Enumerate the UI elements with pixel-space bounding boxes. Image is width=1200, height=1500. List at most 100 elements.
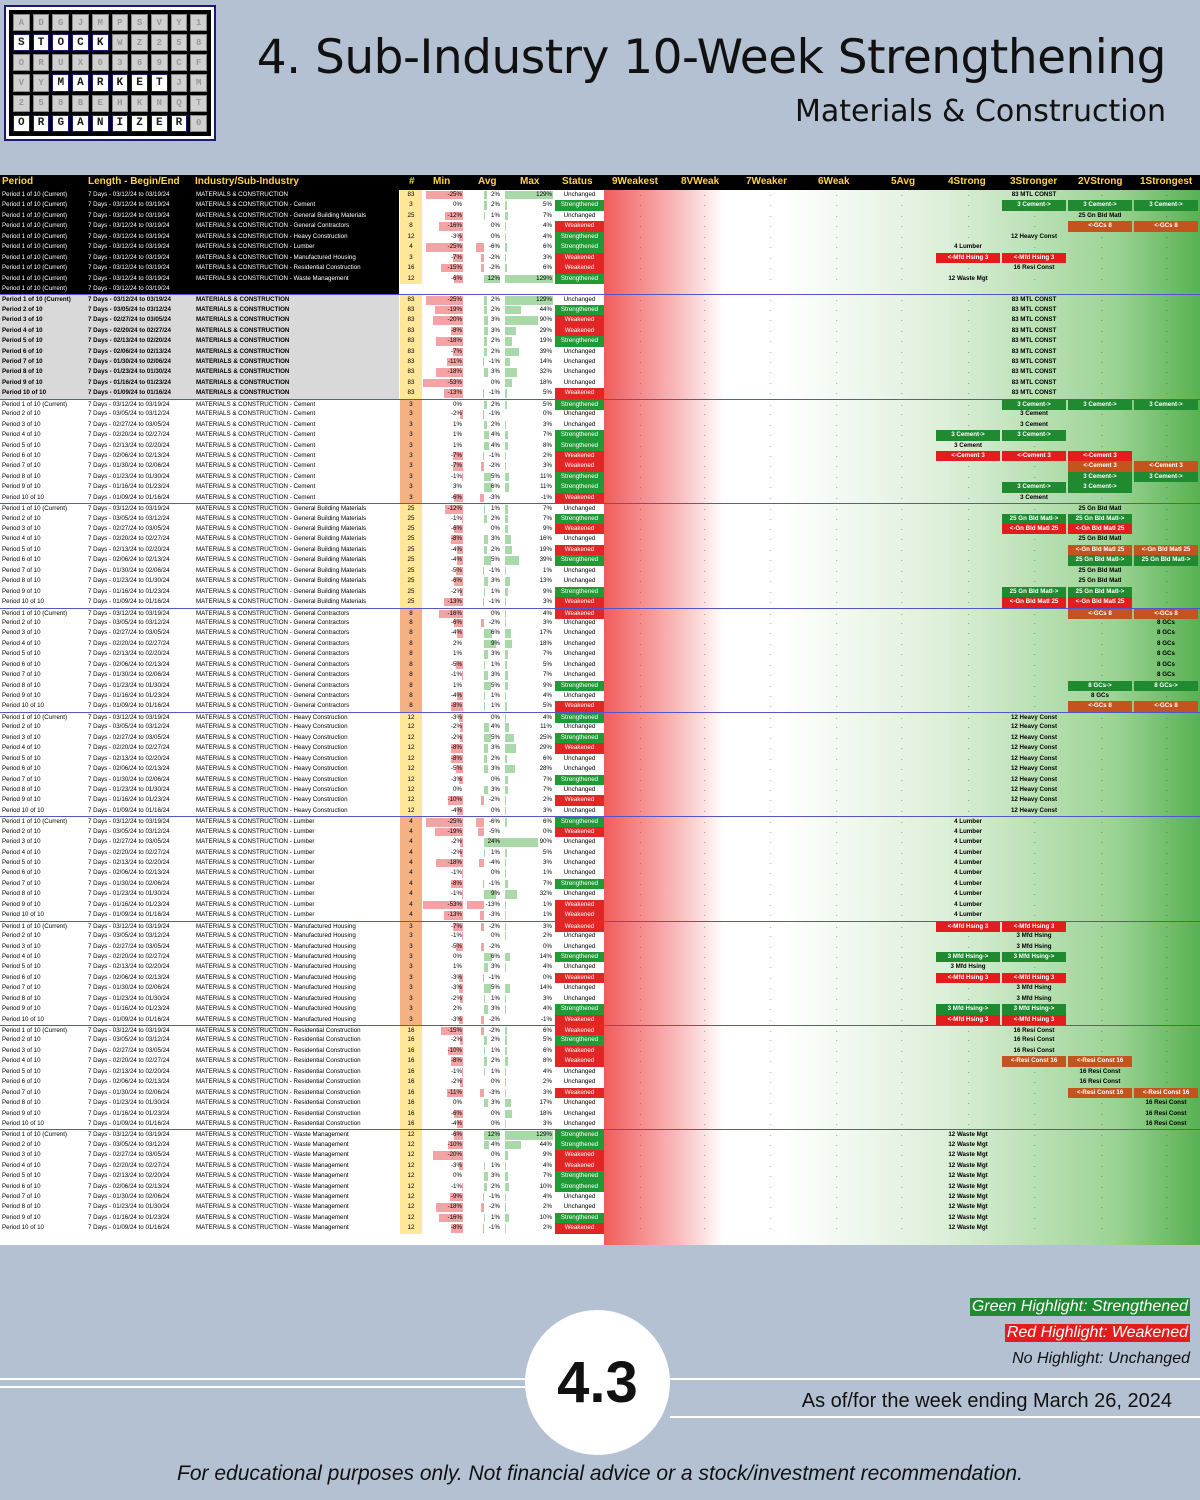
avg-cell: -2% xyxy=(488,1027,500,1034)
status-badge: Unchanged xyxy=(563,1067,596,1075)
status-badge: Strengthened xyxy=(555,878,604,890)
empty-cell-dot: . xyxy=(901,379,903,386)
max-cell: 18% xyxy=(539,1109,552,1117)
empty-cell-dot: . xyxy=(836,359,838,365)
avg-cell: 2% xyxy=(491,514,500,522)
industry-cell: MATERIALS & CONSTRUCTION - Residential C… xyxy=(196,1099,361,1107)
length-cell: 7 Days - 03/12/24 to 03/19/24 xyxy=(88,1131,170,1139)
count-cell: 25 xyxy=(400,210,422,222)
industry-cell: MATERIALS & CONSTRUCTION xyxy=(196,378,290,386)
min-bar xyxy=(454,618,463,628)
period-cell: Period 1 of 10 (Current) xyxy=(2,1131,67,1139)
length-cell: 7 Days - 02/13/24 to 02/20/24 xyxy=(88,859,170,866)
logo-letter: K xyxy=(91,34,109,52)
empty-cell-dot: . xyxy=(836,985,838,992)
max-bar xyxy=(505,1182,509,1191)
status-badge: Strengthened xyxy=(555,951,604,963)
empty-cell-dot: . xyxy=(836,1162,838,1169)
empty-cell-dot: . xyxy=(704,1089,706,1096)
max-bar xyxy=(505,963,507,972)
table-row: Period 2 of 10 7 Days - 03/05/24 to 03/12… xyxy=(0,826,1200,838)
empty-cell-dot: . xyxy=(1034,557,1036,564)
status-badge: Strengthened xyxy=(555,1181,604,1193)
period-cell: Period 4 of 10 xyxy=(2,326,43,334)
empty-cell-dot: . xyxy=(968,714,970,721)
empty-cell-dot: . xyxy=(770,619,772,626)
avg-bar xyxy=(482,879,484,889)
empty-cell-dot: . xyxy=(901,964,903,971)
empty-cell-dot: . xyxy=(640,588,642,595)
table-row: Period 4 of 10 7 Days - 02/20/24 to 02/27… xyxy=(0,743,1200,754)
rank-label: 3 Cement-> xyxy=(1068,200,1132,211)
empty-cell-dot: . xyxy=(968,463,970,470)
length-cell: 7 Days - 02/13/24 to 02/20/24 xyxy=(88,1172,170,1180)
industry-cell: MATERIALS & CONSTRUCTION - Cement xyxy=(196,400,316,408)
empty-cell-dot: . xyxy=(704,1173,706,1180)
rank-label: 12 Waste Mgt xyxy=(948,1224,988,1232)
period-cell: Period 1 of 10 (Current) xyxy=(2,222,67,230)
industry-cell: MATERIALS & CONSTRUCTION - General Contr… xyxy=(196,629,350,637)
industry-cell: MATERIALS & CONSTRUCTION - Cement xyxy=(196,472,316,480)
empty-cell-dot: . xyxy=(704,506,706,513)
min-cell: -1% xyxy=(450,671,462,679)
status-badge: Unchanged xyxy=(563,347,596,355)
table-row: Period 4 of 10 7 Days - 02/20/24 to 02/27… xyxy=(0,847,1200,859)
count-cell: 8 xyxy=(400,628,422,639)
column-header: 8VWeak xyxy=(681,176,720,187)
rank-label: <-GCs 8 xyxy=(1134,701,1198,712)
empty-cell-dot: . xyxy=(1166,1183,1168,1190)
max-cell: -1% xyxy=(540,1015,552,1023)
status-badge: Weakened xyxy=(555,608,604,619)
empty-cell-dot: . xyxy=(1166,244,1168,251)
rank-label: <-Mfd Hsing 3 xyxy=(936,1014,1000,1026)
max-cell: 7% xyxy=(543,671,552,679)
empty-cell-dot: . xyxy=(770,297,772,304)
rank-label: 16 Resi Const xyxy=(1013,1027,1055,1034)
table-row: Period 1 of 10 (Current) 7 Days - 03/12/2… xyxy=(0,252,1200,264)
count-cell: 12 xyxy=(400,732,422,744)
rank-label: 3 Cement xyxy=(954,441,982,449)
max-cell: 2% xyxy=(543,451,552,459)
empty-cell-dot: . xyxy=(1101,974,1103,981)
empty-cell-dot: . xyxy=(704,891,706,898)
empty-cell-dot: . xyxy=(901,1120,903,1127)
empty-cell-dot: . xyxy=(640,359,642,365)
min-bar xyxy=(451,744,463,753)
empty-cell-dot: . xyxy=(640,943,642,950)
logo-tile: V xyxy=(150,14,168,32)
avg-bar xyxy=(484,963,488,972)
rank-label: 25 Gn Bld Matl-> xyxy=(1002,586,1066,598)
empty-cell-dot: . xyxy=(901,943,903,950)
max-bar xyxy=(505,358,511,367)
status-badge: Weakened xyxy=(555,450,604,462)
period-cell: Period 5 of 10 xyxy=(2,1172,41,1180)
rank-label: 3 Cement-> xyxy=(1134,200,1198,211)
empty-cell-dot: . xyxy=(901,880,903,887)
avg-bar xyxy=(484,191,487,200)
count-cell: 8 xyxy=(400,649,422,660)
empty-cell-dot: . xyxy=(640,776,642,783)
empty-cell-dot: . xyxy=(1101,651,1103,658)
logo-tile: N xyxy=(150,94,168,112)
avg-cell: -2% xyxy=(488,1203,500,1211)
empty-cell-dot: . xyxy=(901,515,903,522)
logo-tile: 2 xyxy=(150,34,168,52)
min-bar xyxy=(436,859,463,868)
avg-cell: 9% xyxy=(491,639,500,647)
empty-cell-dot: . xyxy=(836,891,838,898)
empty-cell-dot: . xyxy=(836,578,838,585)
table-row: Period 8 of 10 7 Days - 01/23/24 to 01/30… xyxy=(0,784,1200,796)
count-cell: 12 xyxy=(400,1130,422,1141)
page-subtitle: Materials & Construction xyxy=(795,94,1166,129)
length-cell: 7 Days - 01/30/24 to 02/06/24 xyxy=(88,671,170,679)
avg-bar xyxy=(484,733,491,743)
period-cell: Period 1 of 10 (Current) xyxy=(2,232,67,240)
empty-cell-dot: . xyxy=(770,1120,772,1127)
min-cell: -12% xyxy=(447,211,462,219)
empty-cell-dot: . xyxy=(1034,849,1036,856)
industry-cell: MATERIALS & CONSTRUCTION - General Build… xyxy=(196,535,367,543)
rank-label: <-Mfd Hsing 3 xyxy=(936,252,1000,264)
min-cell: -11% xyxy=(448,1088,462,1096)
min-cell: -7% xyxy=(450,462,462,470)
industry-cell: MATERIALS & CONSTRUCTION - General Contr… xyxy=(196,681,350,689)
